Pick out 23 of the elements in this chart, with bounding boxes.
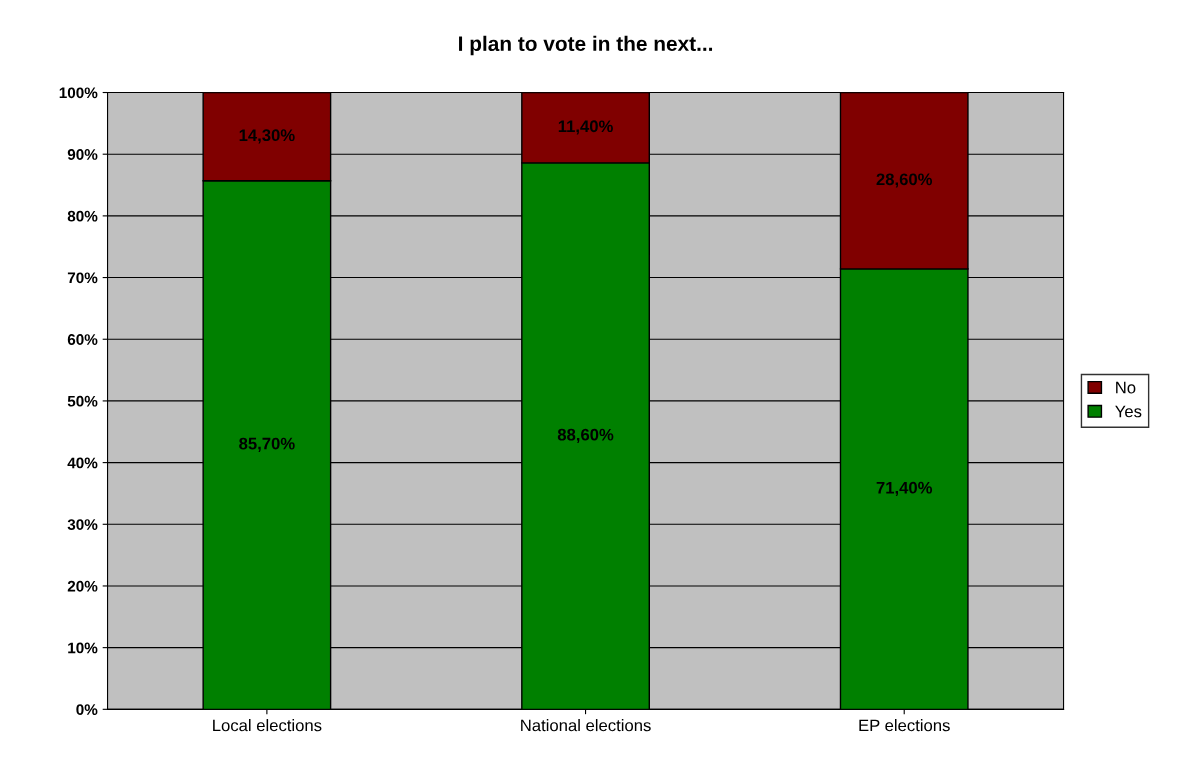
data-label: 11,40%: [558, 120, 613, 135]
y-tick-label: 0%: [76, 704, 98, 716]
data-label: 28,60%: [876, 173, 933, 188]
y-tick-label: 20%: [67, 580, 98, 592]
x-tick-label: Local elections: [213, 719, 322, 732]
y-tick-label: 80%: [67, 210, 98, 222]
data-label: 14,30%: [239, 129, 295, 144]
y-tick-label: 90%: [67, 149, 98, 160]
y-tick-label: 30%: [67, 519, 98, 530]
legend-label: Yes: [1115, 405, 1142, 418]
y-tick-label: 10%: [68, 642, 98, 654]
y-tick-label: 50%: [67, 395, 98, 407]
y-tick-label: 40%: [67, 457, 98, 469]
y-tick-label: 70%: [67, 272, 98, 284]
data-label: 88,60%: [557, 428, 614, 443]
legend-label: No: [1116, 381, 1136, 394]
data-label: 85,70%: [239, 437, 295, 452]
x-tick-label: National elections: [521, 719, 651, 732]
x-tick-label: EP elections: [859, 719, 950, 732]
y-tick-label: 60%: [67, 334, 98, 345]
data-label: 71,40%: [876, 481, 933, 497]
y-tick-label: 100%: [59, 87, 98, 99]
chart-title: I plan to vote in the next...: [459, 35, 713, 56]
